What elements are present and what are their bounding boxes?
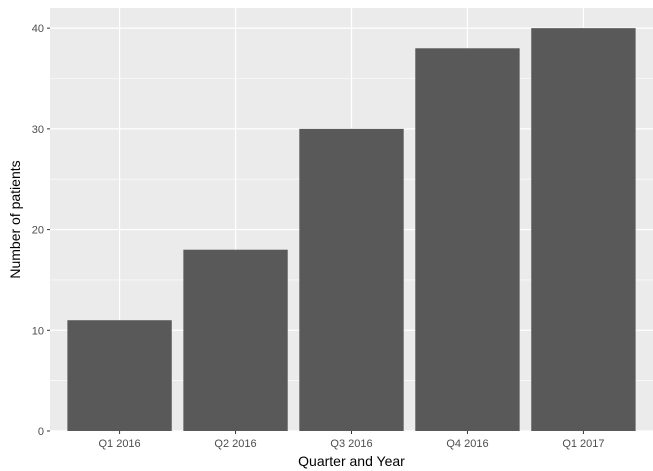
x-tick-label: Q1 2016 (98, 438, 140, 450)
y-tick-label: 30 (32, 124, 44, 136)
bar (299, 128, 404, 431)
bar (183, 249, 288, 431)
bar (415, 48, 520, 432)
x-tick-label: Q3 2016 (330, 438, 372, 450)
y-tick-label: 0 (38, 426, 44, 438)
x-tick-label: Q1 2017 (562, 438, 604, 450)
y-tick-label: 20 (32, 225, 44, 237)
bar (531, 28, 636, 432)
y-axis-title: Number of patients (7, 160, 23, 278)
bar (67, 320, 172, 431)
bars (67, 28, 636, 432)
x-tick-label: Q4 2016 (446, 438, 488, 450)
x-axis: Q1 2016 Q2 2016 Q3 2016 Q4 2016 Q1 2017 (98, 431, 605, 450)
y-tick-label: 10 (32, 325, 44, 337)
y-tick-label: 40 (32, 23, 44, 35)
x-axis-title: Quarter and Year (298, 453, 405, 469)
x-tick-label: Q2 2016 (214, 438, 256, 450)
y-axis: 0 10 20 30 40 (32, 23, 50, 438)
